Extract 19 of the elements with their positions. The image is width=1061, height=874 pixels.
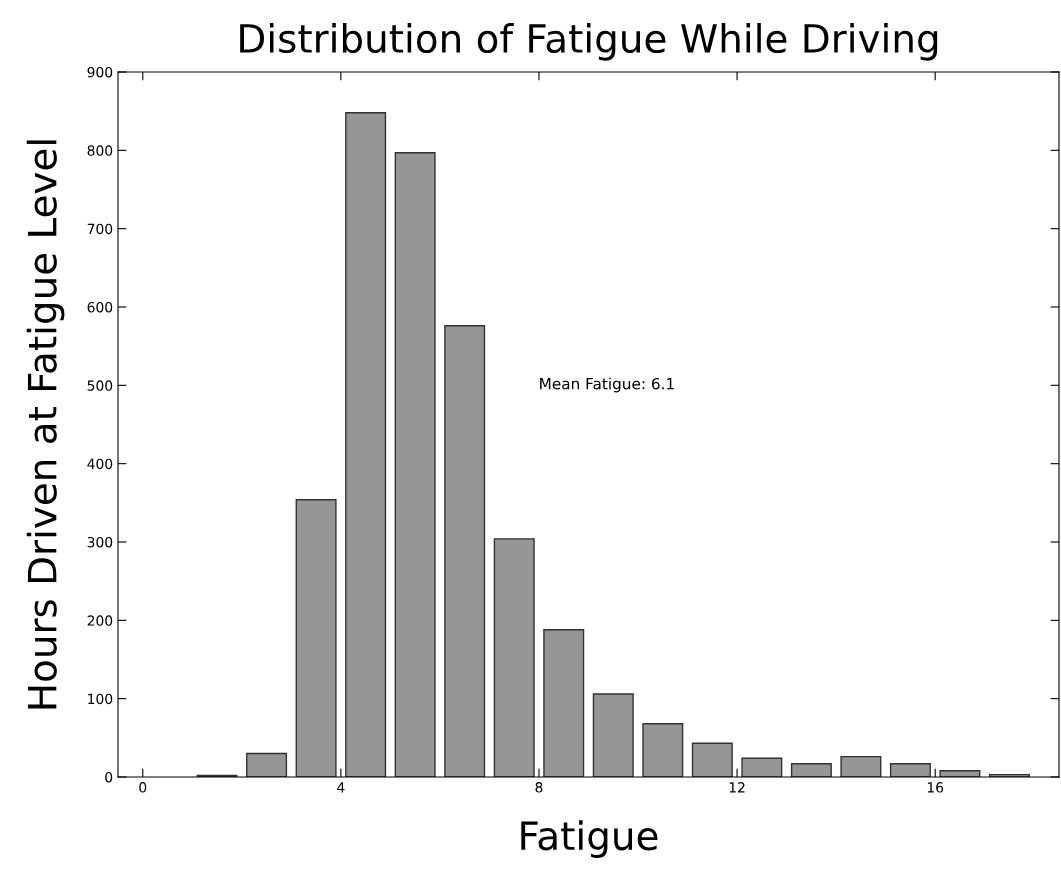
x-tick-label: 0 [139, 782, 147, 793]
y-tick-label: 600 [87, 301, 113, 313]
y-tick-label: 0 [105, 771, 113, 783]
y-tick-label: 800 [87, 145, 113, 156]
y-tick-label: 500 [87, 380, 113, 391]
x-tick-label: 16 [927, 782, 944, 793]
y-tick-label: 300 [87, 536, 113, 548]
y-tick-label: 100 [88, 693, 113, 705]
chart-title: Distribution of Fatigue While Driving [240, 23, 938, 61]
x-axis-title: Fatigue [521, 820, 658, 858]
y-tick-label: 200 [87, 615, 113, 626]
x-tick-label: 8 [535, 782, 543, 793]
x-tick-label: 4 [337, 782, 345, 793]
y-axis-title: Hours Driven at Fatigue Level [26, 140, 65, 709]
y-tick-label: 900 [87, 66, 113, 78]
annotation: Mean Fatigue: 6.1 [540, 377, 674, 393]
x-tick-label: 12 [729, 782, 745, 793]
y-tick-label: 700 [87, 223, 113, 235]
y-tick-label: 400 [87, 458, 113, 470]
